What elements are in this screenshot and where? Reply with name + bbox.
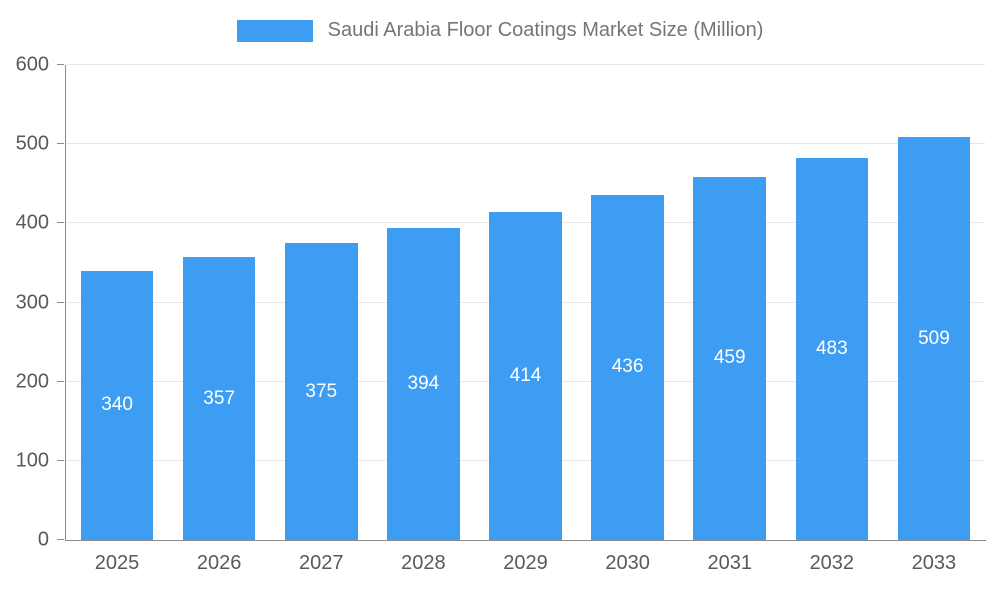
x-axis: 2025 2026 2027 2028 2029 2030 2031 2032 2033 <box>66 552 985 575</box>
bar-2028[interactable]: 394 <box>387 228 460 540</box>
bar-2032[interactable]: 483 <box>795 157 869 540</box>
gridline-500 <box>66 143 985 145</box>
bar-value-label: 414 <box>509 365 542 387</box>
y-axis-line <box>65 65 66 541</box>
y-tick-label-0: 0 <box>37 528 49 551</box>
x-tick-label-2031: 2031 <box>707 552 752 574</box>
x-tick-label-2026: 2026 <box>196 552 242 574</box>
bar-band-2028: 394 <box>372 65 474 540</box>
y-tick-label-300: 300 <box>15 291 49 313</box>
bar-2025[interactable]: 340 <box>80 270 154 540</box>
bar-series: 340 357 375 394 414 436 459 483 509 <box>66 65 985 540</box>
x-tick-label-2029: 2029 <box>503 552 548 574</box>
y-tick-mark <box>57 459 64 461</box>
bar-band-2029: 414 <box>474 65 576 540</box>
legend-swatch <box>236 19 313 42</box>
y-tick-mark <box>57 301 64 303</box>
x-tick-label-2027: 2027 <box>299 552 344 574</box>
bar-2029[interactable]: 414 <box>489 212 562 540</box>
x-tick-label-2032: 2032 <box>809 552 855 574</box>
bar-band-2031: 459 <box>679 65 781 540</box>
bar-2033[interactable]: 509 <box>897 137 971 540</box>
bar-value-label: 483 <box>815 337 848 359</box>
gridline-600 <box>66 64 985 65</box>
y-tick-label-200: 200 <box>15 370 49 393</box>
bar-value-label: 357 <box>203 387 236 409</box>
bar-band-2032: 483 <box>781 65 883 540</box>
x-tick-label-2028: 2028 <box>401 552 446 574</box>
bar-value-label: 375 <box>305 380 338 402</box>
chart-title: Saudi Arabia Floor Coatings Market Size … <box>327 19 764 41</box>
bar-band-2033: 509 <box>883 65 985 540</box>
y-tick-mark <box>57 64 64 65</box>
y-tick-label-400: 400 <box>15 211 49 234</box>
bar-value-label: 459 <box>713 347 746 369</box>
bar-2027[interactable]: 375 <box>285 243 358 540</box>
y-tick-mark <box>57 222 64 224</box>
y-tick-mark <box>57 380 64 382</box>
x-tick-label-2033: 2033 <box>911 552 957 574</box>
x-tick-label-2025: 2025 <box>94 552 140 574</box>
bar-value-label: 340 <box>101 394 133 416</box>
bar-value-label: 509 <box>918 327 950 349</box>
bar-value-label: 436 <box>611 356 644 378</box>
bar-band-2026: 357 <box>168 65 270 540</box>
bar-2026[interactable]: 357 <box>182 257 256 540</box>
bar-band-2030: 436 <box>577 65 679 540</box>
x-tick-label-2030: 2030 <box>605 552 650 574</box>
y-tick-label-500: 500 <box>15 132 49 155</box>
x-axis-line <box>65 540 986 541</box>
plot-area: 340 357 375 394 414 436 459 483 509 <box>66 64 985 540</box>
y-tick-label-600: 600 <box>15 53 49 76</box>
y-tick-label-100: 100 <box>15 449 49 472</box>
bar-2030[interactable]: 436 <box>591 194 664 540</box>
bar-value-label: 394 <box>407 373 440 395</box>
y-tick-mark <box>57 539 64 540</box>
y-axis: 0 100 200 300 400 500 600 <box>0 54 65 551</box>
bar-2031[interactable]: 459 <box>693 176 766 540</box>
bar-band-2025: 340 <box>66 65 168 540</box>
chart-legend[interactable]: Saudi Arabia Floor Coatings Market Size … <box>0 19 1000 42</box>
y-tick-mark <box>57 143 64 145</box>
bar-band-2027: 375 <box>270 65 372 540</box>
